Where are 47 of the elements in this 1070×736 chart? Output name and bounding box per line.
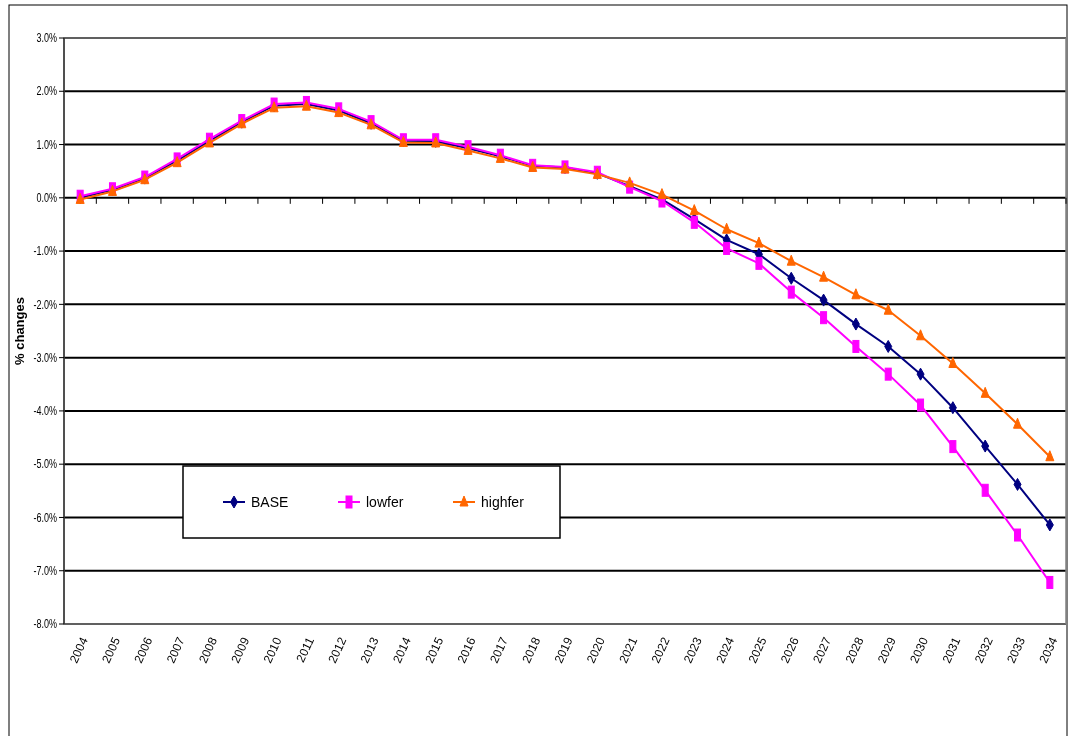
x-tick-label: 2025: [745, 634, 770, 666]
x-tick-label: 2006: [131, 634, 156, 666]
y-tick-label: -6.0%: [33, 510, 58, 524]
y-tick-label: -5.0%: [33, 457, 58, 471]
x-tick-label: 2005: [99, 634, 124, 666]
x-tick-label: 2020: [583, 634, 608, 666]
x-tick-label: 2030: [907, 634, 932, 666]
x-tick-label: 2018: [519, 634, 544, 666]
x-tick-label: 2016: [454, 634, 479, 666]
y-tick-label: 0.0%: [36, 190, 58, 205]
x-tick-label: 2031: [939, 634, 964, 666]
x-tick-label: 2026: [777, 634, 802, 666]
x-tick-label: 2007: [163, 634, 188, 666]
x-tick-label: 2032: [971, 634, 996, 666]
x-tick-label: 2034: [1036, 634, 1061, 666]
x-tick-label: 2010: [260, 634, 285, 666]
x-tick-label: 2029: [874, 634, 899, 666]
x-tick-label: 2028: [842, 634, 867, 666]
x-tick-label: 2004: [66, 634, 91, 666]
x-tick-label: 2024: [713, 634, 738, 666]
x-tick-label: 2019: [551, 634, 576, 666]
x-tick-label: 2017: [486, 634, 512, 666]
x-tick-label: 2011: [293, 634, 318, 665]
x-tick-label: 2014: [389, 634, 415, 666]
x-tick-label: 2012: [325, 634, 350, 666]
y-tick-label: -1.0%: [33, 243, 58, 258]
x-tick-label: 2013: [357, 634, 382, 666]
y-tick-label: 3.0%: [36, 30, 58, 45]
y-tick-label: 2.0%: [36, 84, 58, 98]
x-tick-label: 2015: [422, 634, 447, 666]
x-tick-label: 2023: [680, 634, 705, 666]
x-tick-label: 2033: [1004, 634, 1029, 666]
y-tick-label: -8.0%: [33, 616, 58, 631]
y-tick-label: -4.0%: [33, 403, 58, 418]
x-tick-label: 2027: [810, 634, 835, 666]
y-tick-label: -2.0%: [33, 297, 58, 311]
x-tick-label: 2022: [648, 634, 673, 666]
legend-label: lowfer: [366, 493, 404, 510]
y-tick-label: 1.0%: [36, 137, 58, 152]
legend-label: BASE: [251, 493, 289, 510]
y-tick-label: -7.0%: [33, 563, 58, 578]
y-tick-label: -3.0%: [33, 350, 58, 365]
legend-label: highfer: [481, 493, 525, 510]
x-tick-label: 2009: [228, 634, 253, 666]
x-tick-label: 2021: [616, 634, 641, 666]
x-tick-label: 2008: [196, 634, 221, 666]
y-axis-title: % changes: [12, 297, 27, 365]
